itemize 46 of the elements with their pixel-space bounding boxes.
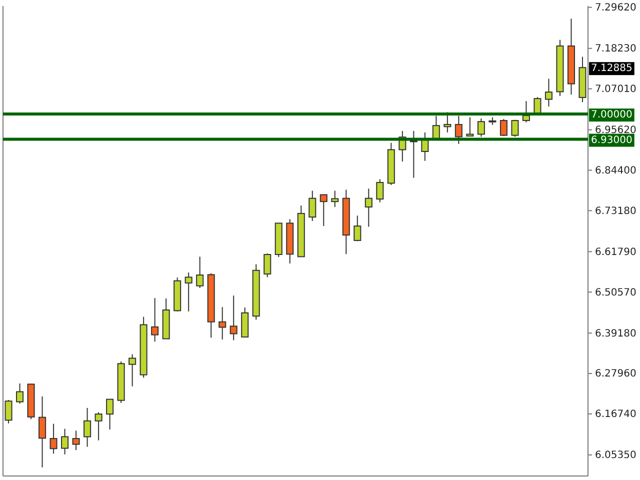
candlestick (151, 298, 159, 342)
candlestick (128, 354, 136, 387)
y-tick-label: 7.29620 (595, 2, 636, 14)
candlestick (364, 188, 372, 228)
candlestick (522, 100, 530, 123)
candlestick (184, 272, 192, 312)
y-tick-label: 6.61790 (595, 246, 636, 258)
candlestick (466, 116, 474, 137)
y-tick-label: 6.73180 (595, 206, 636, 217)
candlestick (308, 190, 316, 222)
candlestick (511, 119, 519, 138)
y-tick-label: 6.39180 (595, 328, 636, 340)
candlestick (94, 412, 102, 441)
y-tick-label: 7.18230 (595, 44, 636, 55)
candlestick (432, 115, 440, 140)
candlestick (61, 428, 69, 455)
candlestick (544, 78, 552, 107)
candlestick (38, 396, 46, 468)
candlestick (16, 382, 24, 404)
y-tick-label: 6.16740 (595, 409, 636, 420)
y-tick-label: 7.07010 (595, 84, 636, 95)
y-tick-label: 6.84400 (595, 165, 636, 176)
candlestick (477, 118, 485, 138)
ref-line-label: 6.93000 (591, 134, 632, 146)
candlestick (454, 115, 462, 144)
candlestick (196, 256, 204, 288)
candlestick (106, 398, 114, 430)
candlestick (331, 190, 339, 208)
candlestick (376, 178, 384, 203)
candlestick (500, 118, 508, 137)
y-tick-label: 6.27960 (595, 368, 636, 380)
candlestick (264, 252, 272, 278)
candlestick (230, 295, 238, 341)
candlestick (50, 423, 58, 454)
y-tick-label: 6.05350 (595, 450, 636, 462)
candlestick (4, 400, 12, 424)
candlestick (320, 194, 328, 227)
ref-line-label: 7.00000 (591, 110, 632, 121)
text: 7.12885 (591, 63, 632, 74)
y-tick-label: 6.50570 (595, 287, 636, 298)
candlestick (444, 112, 452, 133)
candlestick (218, 306, 226, 340)
candlestick (354, 215, 362, 242)
candlestick (84, 407, 92, 448)
candlestick (72, 430, 80, 451)
y-tick-label: 6.95620 (595, 125, 636, 136)
